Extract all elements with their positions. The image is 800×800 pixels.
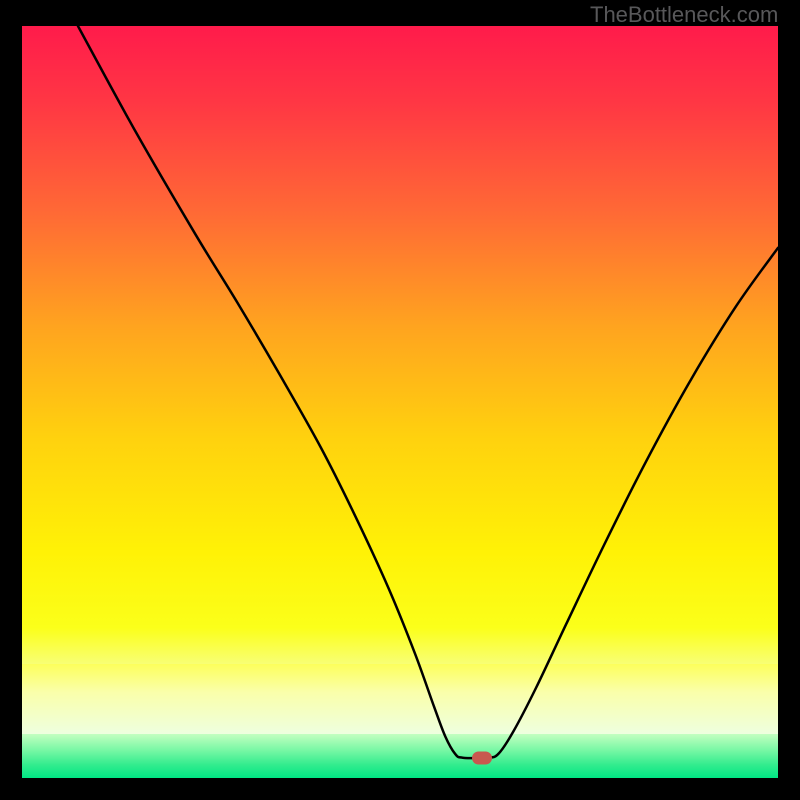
curve-path [78,26,778,758]
watermark-text: TheBottleneck.com [590,2,778,28]
bottleneck-curve [22,26,778,778]
optimum-marker [472,751,492,764]
chart-container: TheBottleneck.com [0,0,800,800]
frame-border-bottom [0,778,800,800]
plot-area [22,26,778,778]
frame-border-right [778,0,800,800]
frame-border-left [0,0,22,800]
